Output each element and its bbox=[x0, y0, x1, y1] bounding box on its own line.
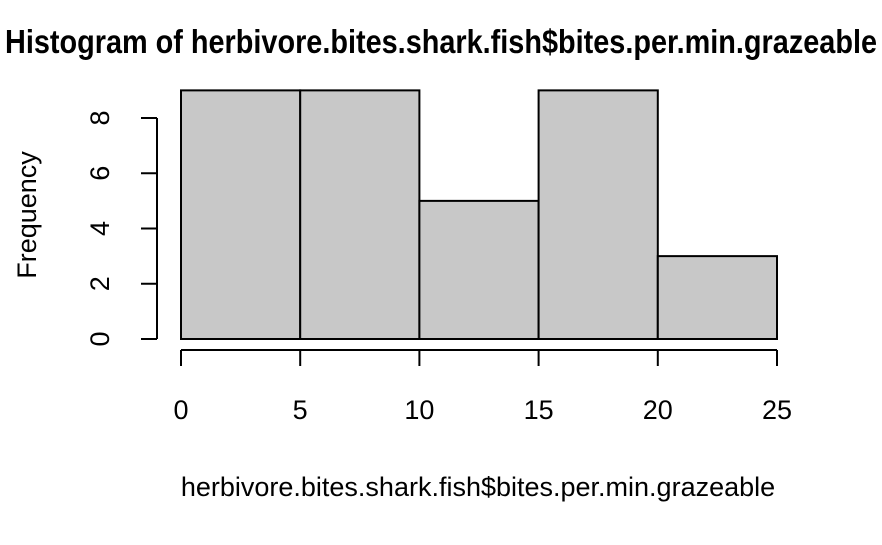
x-axis: 0 5 10 15 20 25 bbox=[173, 349, 792, 425]
y-tick-label-6: 6 bbox=[85, 166, 115, 181]
histogram-bars bbox=[180, 89, 778, 340]
chart-title: Histogram of herbivore.bites.shark.fish$… bbox=[5, 23, 877, 60]
histogram-bar-5-10 bbox=[299, 89, 421, 340]
x-tick-label-5: 5 bbox=[293, 395, 308, 425]
y-tick-label-0: 0 bbox=[85, 331, 115, 346]
x-tick-label-0: 0 bbox=[173, 395, 188, 425]
y-axis: 0 2 4 6 8 bbox=[85, 110, 158, 347]
x-tick-label-25: 25 bbox=[762, 395, 792, 425]
histogram-bar-10-15 bbox=[418, 199, 540, 340]
histogram-bar-20-25 bbox=[656, 255, 778, 340]
x-axis-label: herbivore.bites.shark.fish$bites.per.min… bbox=[181, 472, 775, 502]
y-axis-label: Frequency bbox=[12, 151, 42, 279]
y-tick-label-4: 4 bbox=[85, 221, 115, 236]
histogram-bar-0-5 bbox=[180, 89, 302, 340]
histogram-bar-15-20 bbox=[537, 89, 659, 340]
y-tick-label-8: 8 bbox=[85, 110, 115, 125]
x-tick-label-10: 10 bbox=[404, 395, 434, 425]
x-tick-label-15: 15 bbox=[524, 395, 554, 425]
x-tick-label-20: 20 bbox=[643, 395, 673, 425]
y-tick-label-2: 2 bbox=[85, 276, 115, 291]
